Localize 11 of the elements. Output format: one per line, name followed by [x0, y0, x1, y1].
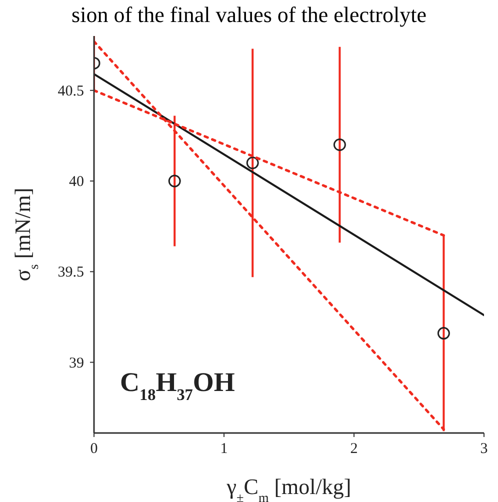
y-tick-label: 39 [69, 355, 84, 372]
x-tick-label: 2 [350, 441, 358, 457]
y-tick-label: 40.5 [58, 83, 84, 100]
x-axis-title: γ$_{±}$C$_{m}$ [mol/kg] [226, 474, 352, 502]
y-tick-label: 40 [69, 174, 84, 190]
x-tick-label: 3 [480, 441, 488, 457]
annotation: C$_{18}$H$_{37}$OH [120, 367, 235, 404]
chart-title: sion of the final values of the electrolyte [72, 2, 426, 27]
y-tick-label: 39.5 [58, 264, 84, 281]
x-tick-label: 0 [90, 441, 98, 457]
x-tick-label: 1 [220, 441, 228, 457]
